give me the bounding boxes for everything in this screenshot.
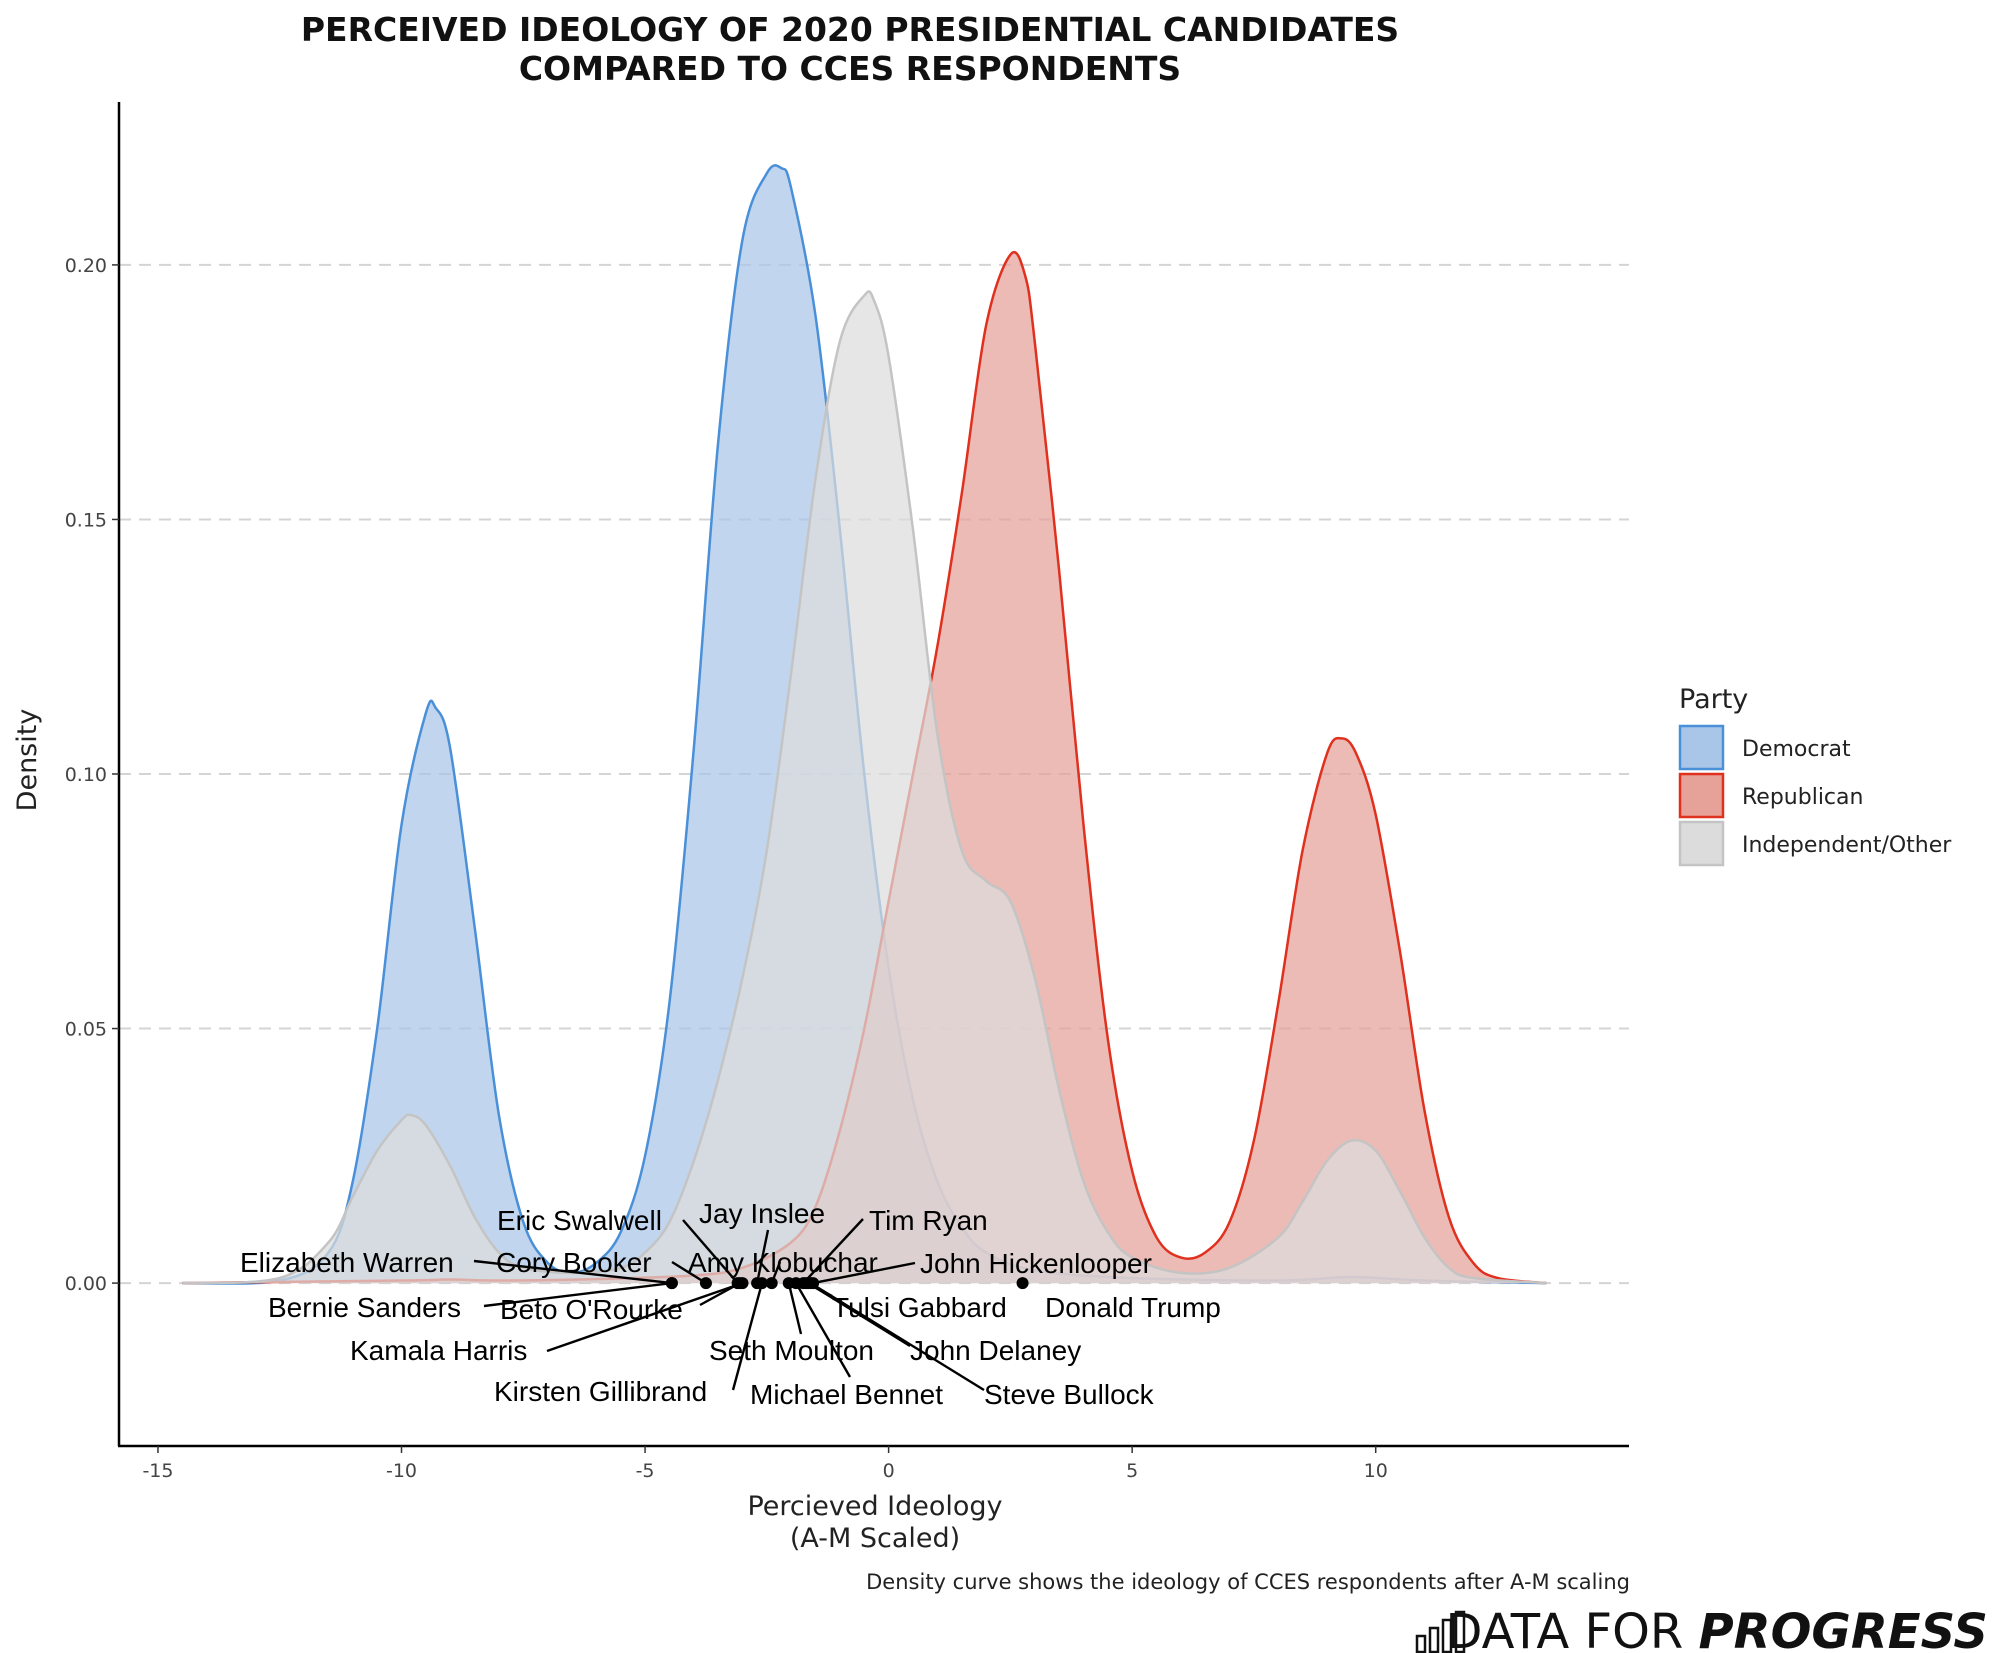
leader-line-michael-bennet	[795, 1282, 852, 1378]
x-tick-label: -10	[386, 1460, 417, 1482]
leader-line-tim-ryan	[802, 1218, 864, 1284]
y-tick-label: 0.15	[65, 509, 107, 531]
y-tick-label: 0.20	[65, 255, 107, 277]
candidate-label-tulsi-gabbard: Tulsi Gabbard	[832, 1292, 1007, 1323]
leader-line-steve-bullock	[810, 1282, 985, 1392]
leader-line-kirsten-gillibrand	[731, 1282, 764, 1391]
candidate-point-kamala-harris	[736, 1277, 749, 1290]
chart-caption: Density curve shows the ideology of CCES…	[866, 1570, 1630, 1594]
legend-swatch-independent-other	[1678, 820, 1725, 867]
leader-line-john-hickenlooper	[812, 1261, 916, 1285]
leader-line-john-delaney	[807, 1282, 911, 1348]
y-tick-label: 0.10	[65, 764, 107, 786]
candidate-point-kirsten-gillibrand	[755, 1277, 768, 1290]
candidate-point-amy-klobuchar	[765, 1277, 778, 1290]
axis-ticks: 0.00 0.05 0.10 0.15 0.20 -15 -10 -5 0 5 10	[65, 255, 1388, 1482]
y-tick-label: 0.05	[65, 1019, 107, 1041]
candidate-label-bernie-sanders: Bernie Sanders	[268, 1292, 461, 1323]
leader-line-seth-moulton	[787, 1282, 803, 1335]
candidate-label-jay-inslee: Jay Inslee	[699, 1198, 825, 1229]
y-axis-title: Density	[12, 709, 43, 812]
candidate-label-amy-klobuchar: Amy Klobuchar	[688, 1247, 878, 1278]
candidate-label-john-hickenlooper: John Hickenlooper	[920, 1248, 1152, 1279]
brand-text-bold: PROGRESS	[1698, 1604, 1988, 1653]
candidate-label-donald-trump: Donald Trump	[1045, 1292, 1221, 1323]
x-tick-label: -5	[636, 1460, 655, 1482]
x-axis-title-line-1: Percieved Ideology	[747, 1491, 1002, 1522]
candidate-leader-lines	[473, 1218, 985, 1392]
leader-line-bernie-sanders	[483, 1281, 673, 1308]
candidate-label-michael-bennet: Michael Bennet	[750, 1379, 943, 1410]
brand-logo: DATA FOR PROGRESS	[1415, 1604, 1988, 1653]
candidate-label-beto-o-rourke: Beto O'Rourke	[500, 1294, 683, 1325]
candidate-label-cory-booker: Cory Booker	[496, 1247, 652, 1278]
bar-chart-icon	[1415, 1610, 1466, 1653]
brand-wordmark: DATA FOR PROGRESS	[1446, 1604, 1988, 1653]
legend-title: Party	[1679, 684, 1748, 715]
chart-title-line-1: PERCEIVED IDEOLOGY OF 2020 PRESIDENTIAL …	[301, 10, 1399, 49]
x-tick-label: 5	[1126, 1460, 1138, 1482]
leader-line-kamala-harris	[546, 1281, 743, 1353]
leader-line-cory-booker	[671, 1260, 707, 1285]
density-curves	[182, 164, 1547, 1285]
candidate-point-cory-booker	[699, 1277, 712, 1290]
candidate-point-donald-trump	[1016, 1277, 1029, 1290]
legend-label-republican: Republican	[1742, 785, 1863, 810]
legend-label-democrat: Democrat	[1742, 737, 1851, 762]
candidate-label-elizabeth-warren: Elizabeth Warren	[240, 1247, 454, 1278]
leader-line-elizabeth-warren	[473, 1259, 672, 1285]
density-line-independent-other	[182, 290, 1547, 1285]
y-tick-label: 0.00	[65, 1273, 107, 1295]
x-tick-label: 10	[1364, 1460, 1388, 1482]
candidate-label-john-delaney: John Delaney	[910, 1335, 1081, 1366]
chart-title-line-2: COMPARED TO CCES RESPONDENTS	[519, 49, 1181, 88]
candidate-points	[665, 1277, 1029, 1290]
candidate-labels: Elizabeth Warren Bernie Sanders Cory Booke…	[240, 1198, 1221, 1410]
candidate-label-kamala-harris: Kamala Harris	[350, 1335, 527, 1366]
candidate-label-tim-ryan: Tim Ryan	[869, 1205, 988, 1236]
leader-line-jay-inslee	[755, 1229, 770, 1284]
candidate-point-bernie-sanders	[665, 1277, 678, 1290]
legend: Party Democrat Republican Independent/Othe…	[1678, 684, 1952, 867]
legend-swatch-republican	[1678, 772, 1725, 819]
legend-swatch-democrat	[1678, 724, 1725, 771]
x-tick-label: -15	[142, 1460, 173, 1482]
candidate-label-eric-swalwell: Eric Swalwell	[497, 1205, 662, 1236]
leader-line-eric-swalwell	[682, 1219, 739, 1284]
candidate-label-steve-bullock: Steve Bullock	[984, 1379, 1155, 1410]
brand-text-light: DATA FOR	[1446, 1604, 1684, 1653]
density-area-independent-other	[182, 291, 1547, 1284]
candidate-point-john-hickenlooper	[807, 1277, 820, 1290]
candidate-label-seth-moulton: Seth Moulton	[709, 1335, 874, 1366]
x-axis-title-line-2: (A-M Scaled)	[790, 1523, 960, 1554]
legend-items: Democrat Republican Independent/Other	[1678, 724, 1952, 867]
candidate-label-kirsten-gillibrand: Kirsten Gillibrand	[494, 1376, 707, 1407]
legend-label-independent-other: Independent/Other	[1742, 833, 1952, 858]
x-tick-label: 0	[883, 1460, 895, 1482]
